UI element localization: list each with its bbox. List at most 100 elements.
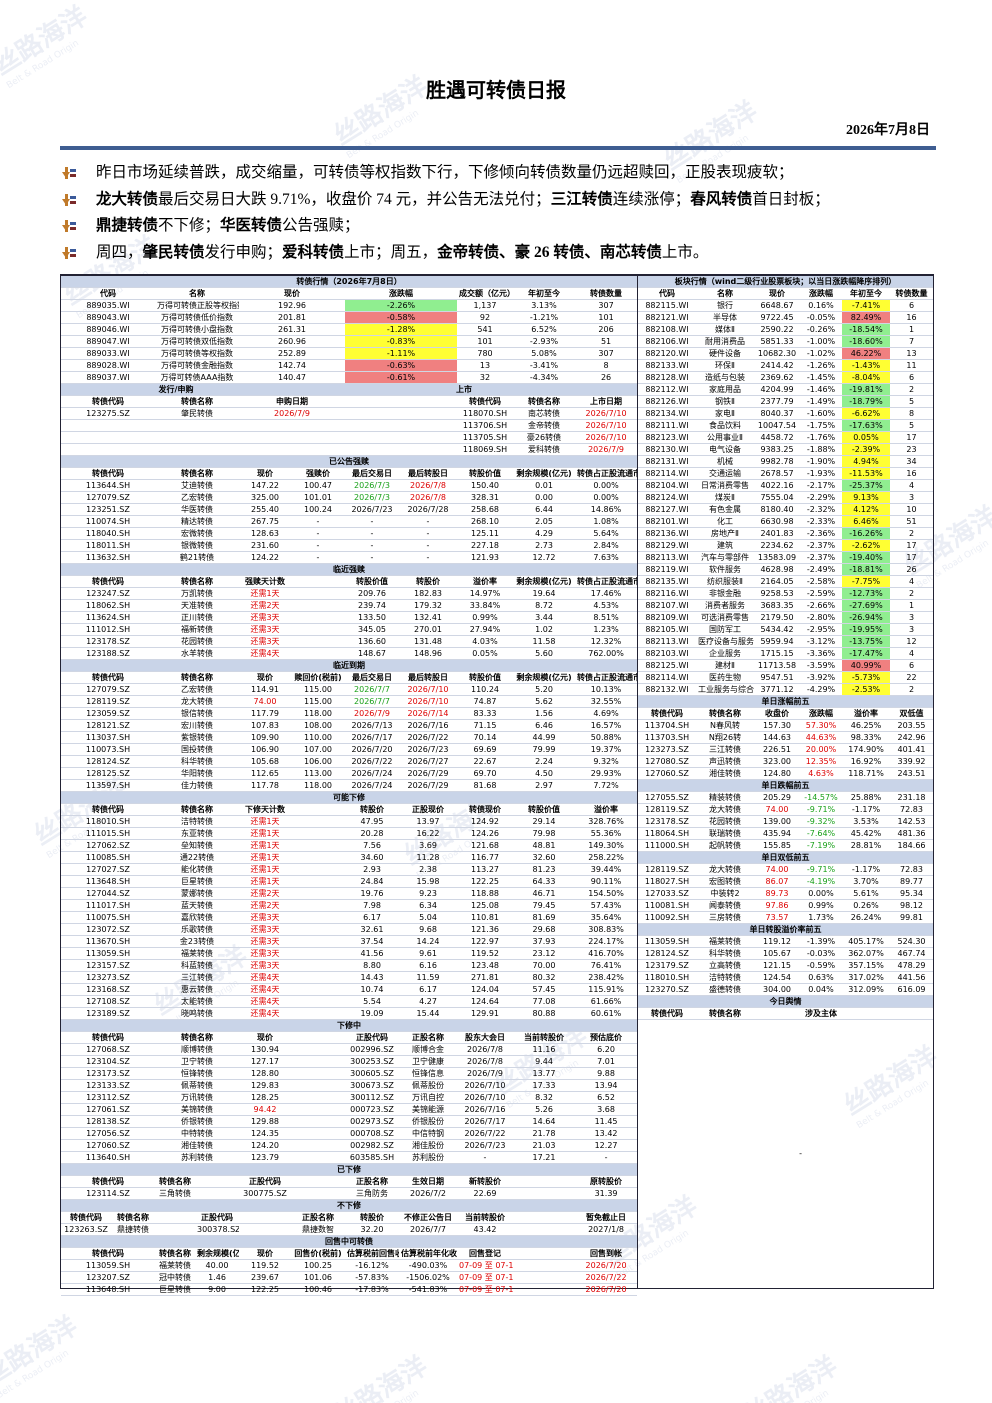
table-cell: 123247.SZ [61, 587, 155, 600]
table-cell: 184.66 [890, 839, 933, 852]
section-header: 单日转股溢价率前五 [638, 923, 933, 936]
table-cell: 82.49% [842, 311, 890, 324]
table-cell: 6.52% [513, 323, 575, 336]
table-cell: 123059.SZ [61, 707, 155, 720]
table-cell: -19.95% [842, 623, 890, 636]
table-cell [291, 1043, 345, 1056]
table-cell: 16 [890, 467, 933, 480]
table-cell: 889047.WI [61, 335, 155, 348]
column-header: 现价 [239, 467, 291, 480]
section-title: 单日跌幅前五 [638, 779, 933, 792]
table-cell: 242.96 [890, 731, 933, 744]
table-cell: 300775.SZ [239, 1187, 291, 1200]
table-cell: 5.64% [575, 527, 638, 540]
table-cell: 建材Ⅱ [696, 659, 754, 672]
table-row: 889043.WI 万得可转债低价指数 201.81 -0.58% 92 -1.21% 10… [61, 311, 638, 324]
table-row: 110092.SH 三房转债 73.57 1.73% 26.24% 99.81 [638, 911, 933, 924]
table-cell: 6.16 [399, 959, 457, 972]
table-cell: -2.39% [842, 443, 890, 456]
table-cell: 110081.SH [638, 899, 696, 912]
table-row: 882106.WI 耐用消费品 5851.33 -1.00% -18.60% 7 [638, 335, 933, 348]
table-cell: 111000.SH [638, 839, 696, 852]
column-header [842, 1007, 890, 1020]
table-cell: 恒锋转债 [155, 1067, 239, 1080]
table-cell: 139.00 [754, 815, 800, 828]
table-cell: -9.32% [800, 815, 842, 828]
table-cell: -0.03% [800, 947, 842, 960]
table-cell: 50.88% [575, 731, 638, 744]
table-cell: 101.06 [291, 1271, 345, 1284]
table-cell: 紫银转债 [155, 731, 239, 744]
table-cell [291, 611, 345, 624]
table-cell: 17.46% [575, 587, 638, 600]
table-cell: 10047.54 [754, 419, 800, 432]
table-row: 113059.SH 福莱转债 119.12 -1.39% 405.17% 524.30 [638, 935, 933, 948]
table-cell: 6.17 [399, 983, 457, 996]
table-cell: -1.46% [800, 383, 842, 396]
table-cell: 科华转债 [696, 947, 754, 960]
table-cell: 银信转债 [155, 707, 239, 720]
column-header: 转债名称 [696, 707, 754, 720]
table-row: 127108.SZ 太能转债 还需4天 5.54 4.27 124.64 77.08 61.6… [61, 995, 638, 1008]
table-cell: 1.73% [800, 911, 842, 924]
column-header: 最后交易日 [345, 671, 399, 684]
table-cell: 121.36 [457, 923, 513, 936]
table-cell: -2.33% [800, 515, 842, 528]
table-cell: 524.30 [890, 935, 933, 948]
table-cell: 0.05% [457, 647, 513, 660]
table-cell: 日常消费零售 [696, 479, 754, 492]
column-header: 估算税前年化收益 [399, 1247, 457, 1260]
table-row: 127080.SZ 声迅转债 323.00 12.35% 16.92% 339.92 [638, 755, 933, 768]
table-cell: 2026/7/29 [399, 767, 457, 780]
table-row: 118064.SH 联瑞转债 435.94 -7.64% 45.42% 481.36 [638, 827, 933, 840]
table-cell: 300112.SZ [345, 1091, 399, 1104]
table-cell: 345.05 [345, 623, 399, 636]
table-row: 889033.WI 万得可转债等权指数 252.89 -1.11% 780 5.08% 30… [61, 347, 638, 360]
table-cell: -1.93% [800, 467, 842, 480]
table-cell: 110092.SH [638, 911, 696, 924]
column-header: 转债占正股流通市值比 [575, 575, 638, 588]
column-header: 涨跌幅 [345, 287, 457, 300]
table-cell: -1.28% [345, 323, 457, 336]
table-cell: 2377.79 [754, 395, 800, 408]
summary-bullet: 昨日市场延续普跌，成交缩量，可转债等权指数下行，下修倾向转债数量仍远超赎回，正股… [62, 160, 932, 187]
table-cell: 正川转债 [155, 611, 239, 624]
table-cell [291, 851, 345, 864]
table-row: 127061.SZ 美锦转债 94.42 000723.SZ 美锦能源 2026/7/16… [61, 1103, 638, 1116]
table-cell: 还需4天 [239, 1007, 291, 1020]
table-cell: -3.12% [800, 635, 842, 648]
section-title: 下修中 [61, 1019, 638, 1032]
column-header: 现价 [754, 287, 800, 300]
table-cell: 100.46 [291, 1283, 345, 1296]
table-cell [239, 431, 345, 444]
table-cell: 79.45 [513, 899, 575, 912]
table-cell: 110.00 [291, 731, 345, 744]
bond-name-highlight: 龙大转债 [96, 190, 159, 208]
table-cell: 339.92 [890, 755, 933, 768]
table-cell: 226.51 [754, 743, 800, 756]
table-cell: - [399, 515, 457, 528]
table-cell: 煤炭Ⅱ [696, 491, 754, 504]
table-cell: 建筑 [696, 539, 754, 552]
table-cell: 106.00 [291, 755, 345, 768]
table-cell: 环保Ⅱ [696, 359, 754, 372]
table-cell: -7.41% [842, 299, 890, 312]
table-cell: 154.50% [575, 887, 638, 900]
table-cell [291, 1055, 345, 1068]
table-cell: -2.29% [800, 491, 842, 504]
table-cell: 9547.51 [754, 671, 800, 684]
summary-bullet: 周四，肇民转债发行申购；爱科转债上市；周五，金帝转债、豪 26 转债、南芯转债上… [62, 240, 932, 267]
table-cell [345, 443, 457, 456]
table-cell: 889037.WI [61, 371, 155, 384]
table-cell: 0.00% [800, 887, 842, 900]
table-cell: 11.45 [575, 1115, 638, 1128]
table-cell: 3.44 [513, 611, 575, 624]
table-cell: 29.68 [513, 923, 575, 936]
column-header-row: 转债代码转债名称剩余规模(亿元)现价回售价(税前)估算税前回售收益估算税前年化收… [61, 1247, 638, 1260]
table-cell: -1.39% [800, 935, 842, 948]
table-cell: 127055.SZ [638, 791, 696, 804]
table-cell: 123173.SZ [61, 1067, 155, 1080]
summary-bullets: 昨日市场延续普跌，成交缩量，可转债等权指数下行，下修倾向转债数量仍远超赎回，正股… [62, 160, 932, 266]
table-cell: -2.80% [800, 611, 842, 624]
table-cell: 57.30% [800, 719, 842, 732]
